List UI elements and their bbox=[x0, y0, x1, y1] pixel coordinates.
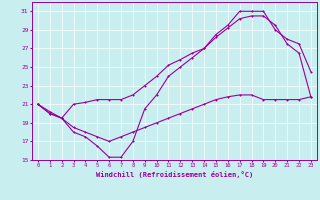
X-axis label: Windchill (Refroidissement éolien,°C): Windchill (Refroidissement éolien,°C) bbox=[96, 171, 253, 178]
